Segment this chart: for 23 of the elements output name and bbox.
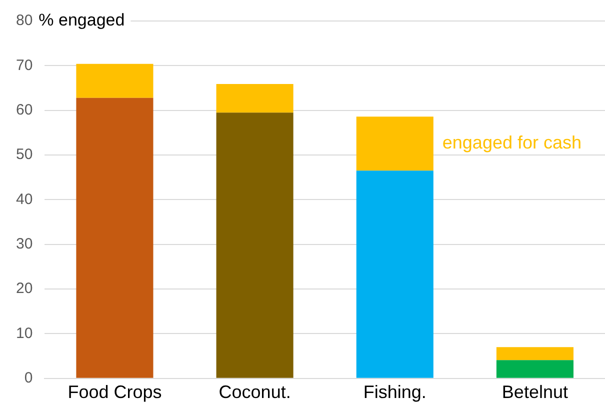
bar [76,98,154,378]
y-axis-title: % engaged [38,10,125,30]
x-tick-label: Food Crops [68,382,162,402]
y-tick-label: 30 [16,236,33,253]
y-tick-label: 50 [16,146,33,164]
y-tick-label: 10 [16,324,33,342]
bar [496,347,574,360]
bar [356,170,434,378]
x-tick-label: Betelnut [502,382,568,402]
bar [216,84,294,113]
y-tick-label: 60 [16,101,33,118]
bar [496,360,574,378]
bar [76,64,154,98]
y-tick-label: 0 [24,370,33,387]
x-tick-label: Coconut. [218,382,291,402]
x-tick-label: Fishing. [363,382,426,402]
y-tick-label: 20 [16,280,33,298]
y-tick-label: 40 [16,190,33,208]
bar [216,112,294,378]
series-label: engaged for cash [442,132,582,153]
y-tick-label: 80 [16,12,33,30]
y-tick-label: 70 [16,56,33,74]
bar [356,116,434,171]
